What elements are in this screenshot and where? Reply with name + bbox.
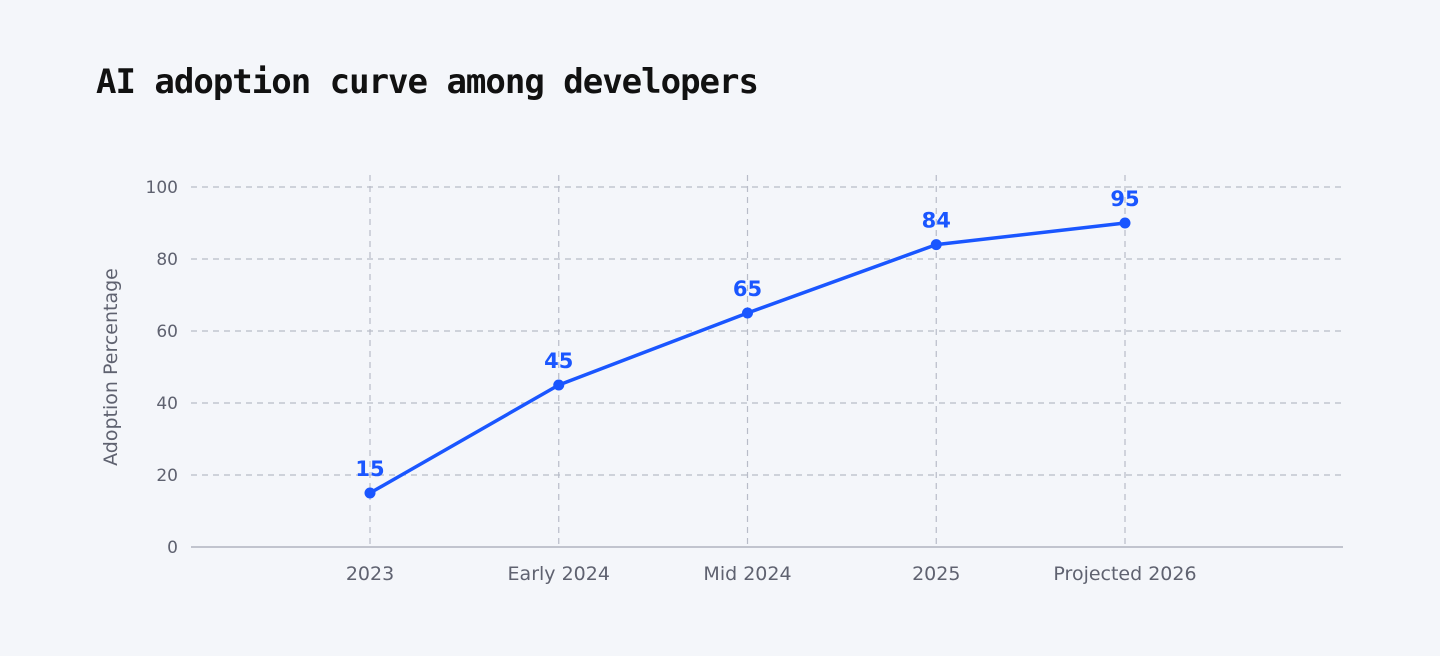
data-label: 15 bbox=[355, 457, 384, 481]
data-label: 84 bbox=[922, 209, 951, 233]
x-tick-label: 2023 bbox=[346, 563, 394, 585]
data-point bbox=[364, 487, 376, 499]
x-tick-label: 2025 bbox=[912, 563, 960, 585]
data-label: 95 bbox=[1110, 187, 1139, 211]
data-label: 45 bbox=[544, 349, 573, 373]
data-point bbox=[930, 239, 942, 251]
x-tick-label: Projected 2026 bbox=[1053, 563, 1196, 585]
data-label: 65 bbox=[733, 277, 762, 301]
y-axis-label: Adoption Percentage bbox=[100, 268, 122, 466]
y-tick-label: 40 bbox=[156, 394, 178, 414]
y-tick-label: 80 bbox=[156, 250, 178, 270]
x-tick-label: Early 2024 bbox=[508, 563, 610, 585]
data-point bbox=[553, 379, 565, 391]
data-point bbox=[1119, 217, 1131, 229]
y-tick-label: 20 bbox=[156, 466, 178, 486]
y-tick-label: 0 bbox=[167, 538, 178, 558]
y-tick-label: 100 bbox=[146, 178, 178, 198]
data-point bbox=[742, 307, 753, 319]
y-tick-label: 60 bbox=[156, 322, 178, 342]
chart-title: AI adoption curve among developers bbox=[96, 62, 759, 102]
x-tick-label: Mid 2024 bbox=[703, 563, 791, 585]
